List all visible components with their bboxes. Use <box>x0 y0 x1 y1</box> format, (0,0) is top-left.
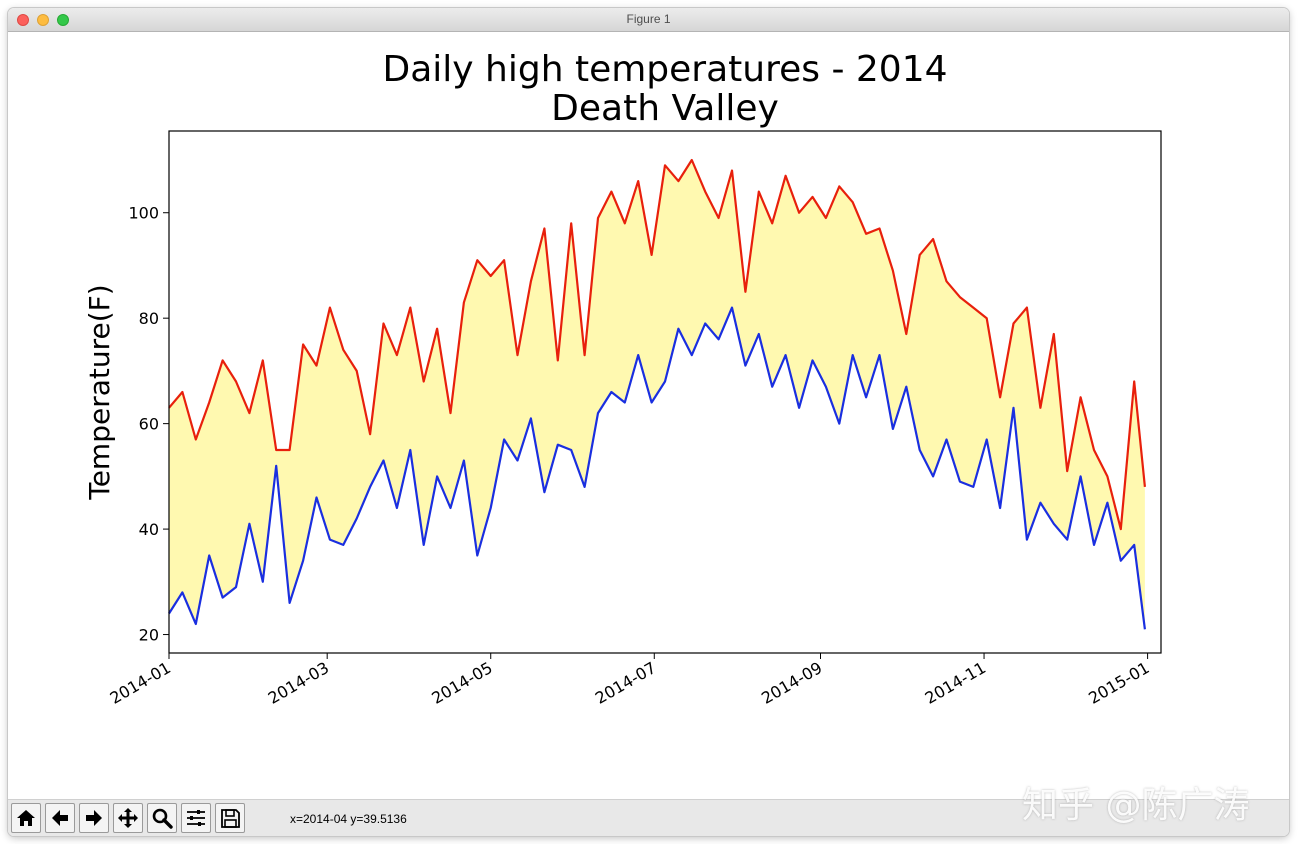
zoom-window-button[interactable] <box>57 14 69 26</box>
window-title: Figure 1 <box>626 12 671 26</box>
x-tick-label: 2014-03 <box>265 658 332 708</box>
low-temperature-line <box>168 306 1146 630</box>
watermark: 知乎 @陈广涛 <box>1022 785 1250 826</box>
minimize-button[interactable] <box>37 14 49 26</box>
x-axis: 2014-01 2014-03 2014-05 2014-07 2014-09 2014-… <box>107 653 1153 708</box>
home-icon <box>17 810 35 826</box>
x-tick-label: 2015-01 <box>1085 658 1152 708</box>
forward-icon <box>86 810 102 826</box>
subplots-icon <box>187 810 205 826</box>
y-tick-label: 80 <box>139 309 159 328</box>
x-tick-label: 2014-01 <box>107 658 174 708</box>
toolbar: x=2014-04 y=39.5136 <box>8 799 1289 836</box>
cursor-coordinates: x=2014-04 y=39.5136 <box>290 812 407 826</box>
save-icon <box>221 809 240 828</box>
y-axis: 20 40 60 80 100 <box>128 204 169 645</box>
home-button[interactable] <box>11 803 41 833</box>
x-tick-label: 2014-07 <box>592 658 659 708</box>
y-tick-label: 40 <box>139 520 159 539</box>
chart-title-line-1: Daily high temperatures - 2014 <box>383 49 948 90</box>
axes-frame <box>168 130 1162 654</box>
chart-title-line-2: Death Valley <box>551 88 779 129</box>
back-button[interactable] <box>45 803 75 833</box>
y-tick-label: 60 <box>139 415 159 434</box>
x-tick-label: 2014-09 <box>758 658 825 708</box>
figure-window: Figure 1 Daily high temperatures - 2014 … <box>8 8 1289 836</box>
save-button[interactable] <box>215 803 245 833</box>
pan-button[interactable] <box>113 803 143 833</box>
back-icon <box>52 810 68 826</box>
close-button[interactable] <box>17 14 29 26</box>
subplots-button[interactable] <box>181 803 211 833</box>
high-temperature-line <box>168 158 1146 531</box>
title-bar[interactable]: Figure 1 <box>8 8 1289 32</box>
y-tick-label: 20 <box>139 626 159 645</box>
y-tick-label: 100 <box>128 204 159 223</box>
chart-figure[interactable]: Daily high temperatures - 2014 Death Val… <box>8 32 1289 799</box>
plot-area <box>168 158 1146 630</box>
zoom-button[interactable] <box>147 803 177 833</box>
forward-button[interactable] <box>79 803 109 833</box>
fill-between-area <box>169 160 1145 630</box>
zoom-icon <box>152 808 173 829</box>
x-tick-label: 2014-11 <box>922 658 989 708</box>
y-axis-label: Temperature(F) <box>83 284 116 500</box>
pan-icon <box>118 808 138 828</box>
x-tick-label: 2014-05 <box>428 658 495 708</box>
